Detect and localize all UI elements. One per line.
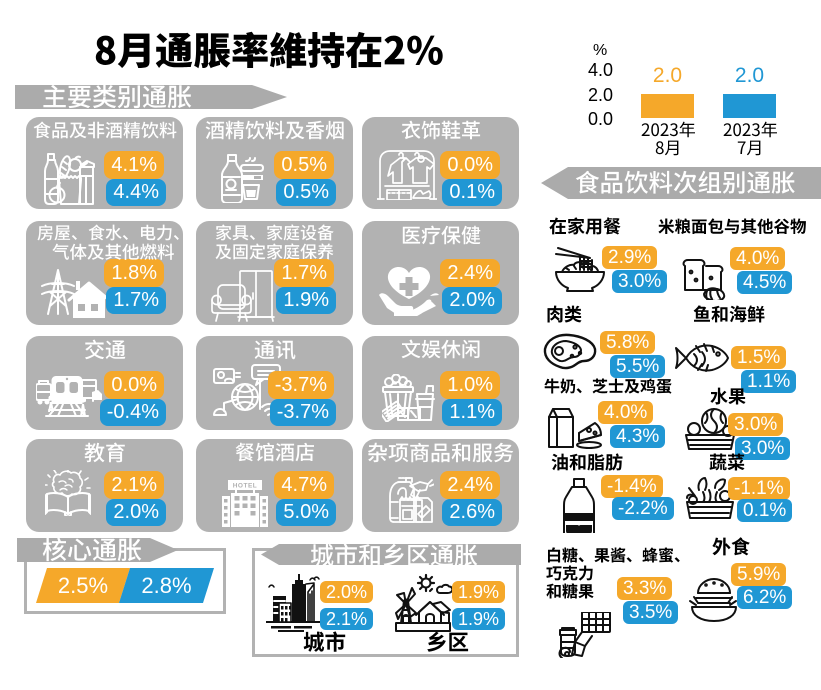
svg-text:HOTEL: HOTEL <box>233 483 258 490</box>
